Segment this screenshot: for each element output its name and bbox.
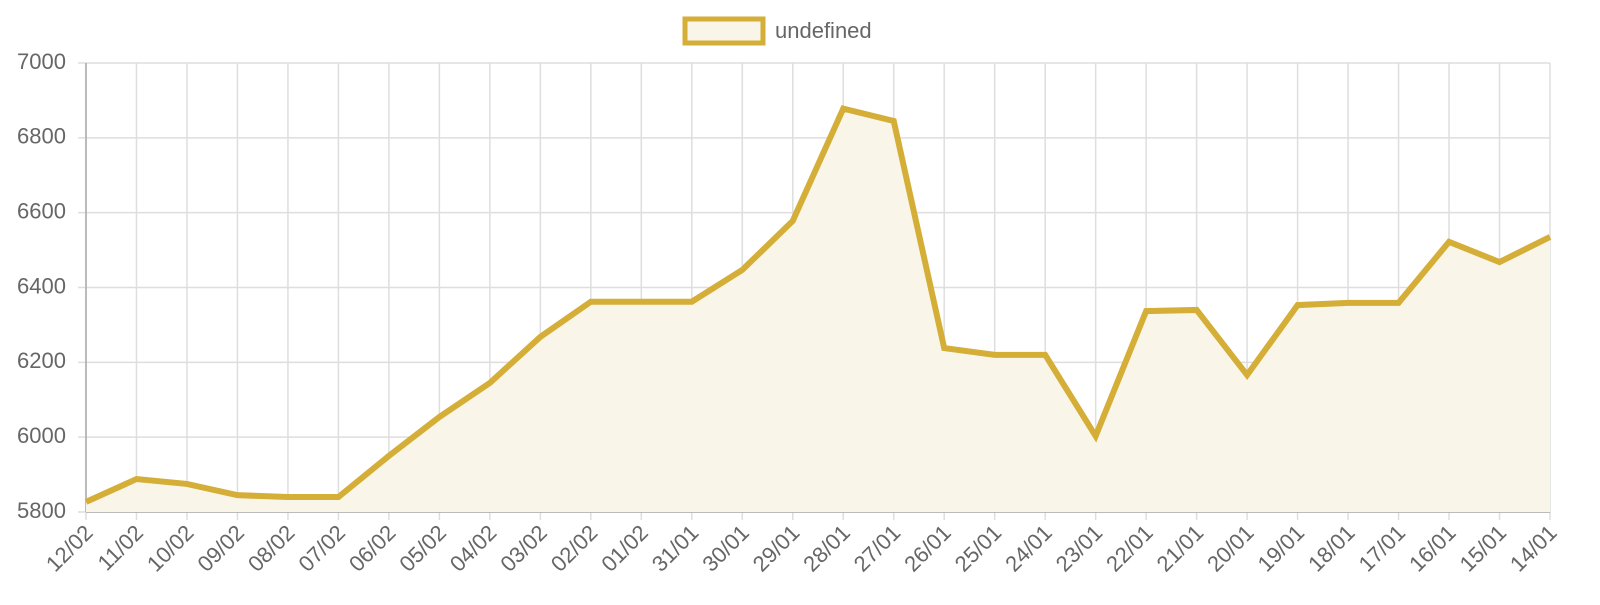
legend-label: undefined [775, 18, 872, 43]
x-tick-label: 24/01 [1000, 520, 1057, 577]
x-tick-label: 31/01 [647, 520, 704, 577]
x-tick-label: 20/01 [1202, 520, 1259, 577]
x-tick-label: 10/02 [142, 520, 199, 577]
x-tick-label: 26/01 [899, 520, 956, 577]
x-tick-label: 23/01 [1051, 520, 1108, 577]
x-tick-label: 15/01 [1455, 520, 1512, 577]
line [84, 105, 1552, 505]
x-tick-label: 25/01 [950, 520, 1007, 577]
x-tick-label: 30/01 [697, 520, 754, 577]
x-tick-label: 04/02 [445, 520, 502, 577]
x-tick-label: 09/02 [192, 520, 249, 577]
x-tick-label: 17/01 [1354, 520, 1411, 577]
x-tick-label: 03/02 [495, 520, 552, 577]
x-tick-label: 18/01 [1303, 520, 1360, 577]
x-tick-label: 27/01 [849, 520, 906, 577]
x-tick-label: 12/02 [41, 520, 98, 577]
x-tick-label: 21/01 [1152, 520, 1209, 577]
x-tick-label: 07/02 [293, 520, 350, 577]
y-tick-label: 6600 [17, 198, 66, 223]
x-tick-label: 06/02 [344, 520, 401, 577]
y-tick-label: 6200 [17, 348, 66, 373]
x-tick-label: 14/01 [1505, 520, 1562, 577]
x-tick-label: 19/01 [1253, 520, 1310, 577]
y-tick-label: 6800 [17, 124, 66, 149]
x-tick-label: 02/02 [546, 520, 603, 577]
x-tick-label: 08/02 [243, 520, 300, 577]
legend-swatch [682, 16, 766, 46]
x-tick-label: 01/02 [596, 520, 653, 577]
x-tick-label: 22/01 [1101, 520, 1158, 577]
y-tick-label: 5800 [17, 498, 66, 523]
x-tick-label: 28/01 [798, 520, 855, 577]
y-tick-label: 6400 [17, 273, 66, 298]
y-tick-label: 7000 [17, 49, 66, 74]
x-tick-label: 29/01 [748, 520, 805, 577]
x-tick-label: 05/02 [394, 520, 451, 577]
x-tick-label: 16/01 [1404, 520, 1461, 577]
y-tick-label: 6000 [17, 423, 66, 448]
x-tick-label: 11/02 [93, 520, 148, 575]
